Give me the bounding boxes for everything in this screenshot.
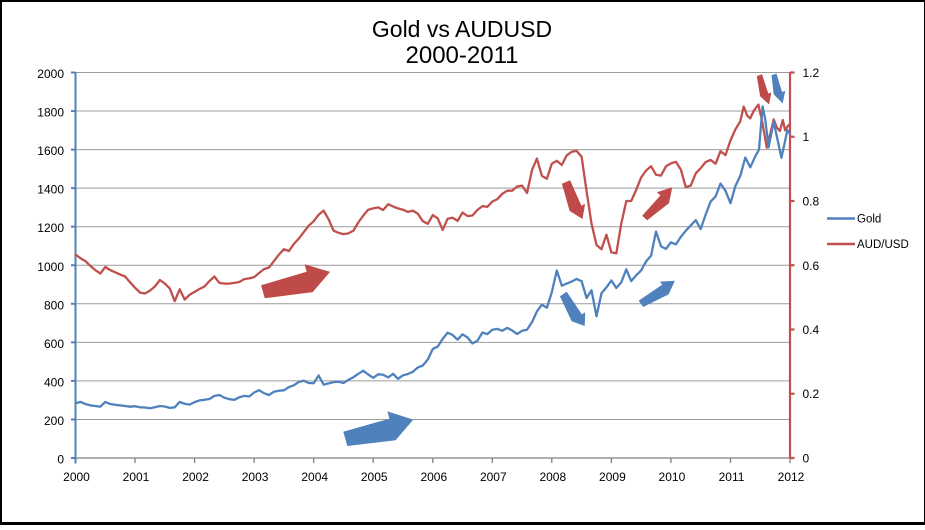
svg-text:0.6: 0.6	[803, 259, 820, 273]
svg-text:1600: 1600	[37, 144, 64, 158]
svg-text:2006: 2006	[420, 470, 447, 484]
svg-text:1200: 1200	[37, 221, 64, 235]
svg-text:2012: 2012	[778, 470, 805, 484]
svg-text:400: 400	[44, 375, 64, 389]
svg-text:2009: 2009	[599, 470, 626, 484]
svg-text:2011: 2011	[719, 470, 745, 484]
svg-text:2007: 2007	[480, 470, 507, 484]
svg-text:0.4: 0.4	[803, 323, 820, 337]
svg-text:1: 1	[803, 130, 810, 144]
svg-text:2000: 2000	[37, 67, 64, 81]
svg-text:Gold vs AUDUSD: Gold vs AUDUSD	[372, 16, 552, 42]
svg-text:2002: 2002	[182, 470, 209, 484]
svg-text:2004: 2004	[301, 470, 328, 484]
svg-text:0: 0	[57, 453, 64, 467]
svg-text:Gold: Gold	[857, 214, 881, 226]
svg-text:800: 800	[44, 298, 64, 312]
svg-text:2010: 2010	[659, 470, 686, 484]
svg-text:2000: 2000	[63, 470, 90, 484]
svg-text:200: 200	[44, 414, 64, 428]
svg-text:2005: 2005	[361, 470, 388, 484]
svg-text:0.2: 0.2	[803, 387, 820, 401]
svg-text:AUD/USD: AUD/USD	[857, 239, 909, 251]
svg-text:2000-2011: 2000-2011	[406, 42, 519, 69]
svg-text:1000: 1000	[37, 260, 64, 274]
svg-text:2003: 2003	[242, 470, 269, 484]
svg-text:600: 600	[44, 337, 64, 351]
svg-text:1800: 1800	[37, 106, 64, 120]
svg-text:2008: 2008	[539, 470, 566, 484]
svg-text:1.2: 1.2	[803, 66, 820, 80]
svg-text:0: 0	[803, 452, 810, 466]
svg-text:1400: 1400	[37, 183, 64, 197]
svg-text:2001: 2001	[123, 470, 150, 484]
svg-text:0.8: 0.8	[803, 195, 820, 209]
